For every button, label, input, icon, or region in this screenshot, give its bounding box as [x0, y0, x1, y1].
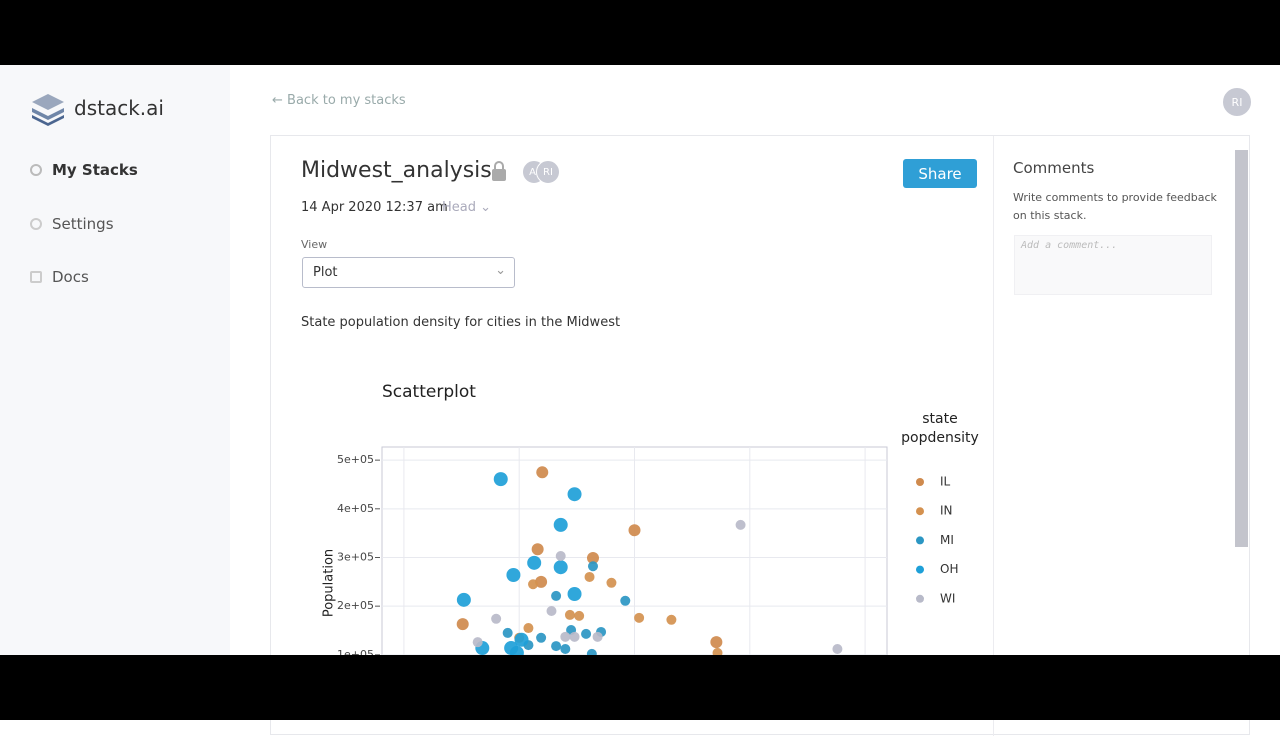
point	[560, 643, 571, 654]
user-avatar[interactable]: RI	[1222, 87, 1252, 117]
point	[567, 487, 582, 502]
point	[514, 632, 529, 647]
legend-label: MI	[940, 533, 954, 547]
nav-label[interactable]: Settings	[52, 215, 114, 233]
point	[551, 590, 562, 601]
legend-marker	[916, 594, 924, 603]
point	[666, 614, 677, 625]
letterbox-bottom	[0, 655, 1280, 720]
point	[491, 613, 502, 624]
point	[527, 555, 542, 570]
comments-hint: Write comments to provide feedback on th…	[1013, 191, 1217, 222]
nav-item[interactable]: My Stacks	[30, 161, 138, 179]
stack-title: Midwest_analysis	[301, 158, 492, 183]
nav-item[interactable]: Docs	[30, 268, 89, 286]
view-value[interactable]: Plot	[313, 265, 338, 280]
legend-label: IN	[940, 504, 953, 518]
y-tick-label: 2e+05	[337, 599, 374, 612]
point	[634, 612, 645, 623]
nav-label[interactable]: Docs	[52, 268, 89, 286]
point	[456, 618, 469, 631]
sidebar: dstack.ai My Stacks Settings Docs	[0, 0, 230, 720]
point	[531, 543, 544, 556]
point	[502, 627, 513, 638]
point	[592, 631, 603, 642]
point	[586, 551, 599, 564]
legend-marker	[916, 507, 924, 516]
view-label: View	[301, 238, 328, 251]
comments-title: Comments	[1013, 159, 1095, 177]
legend-label: IL	[940, 475, 951, 489]
member-avatar[interactable]: RI	[536, 160, 560, 184]
stack-date: 14 Apr 2020 12:37 am	[301, 200, 448, 215]
point	[551, 641, 562, 652]
point	[536, 632, 547, 643]
y-axis-label: Population	[322, 549, 337, 617]
point	[528, 579, 539, 590]
y-tick-label: 5e+05	[337, 453, 374, 466]
point	[535, 575, 548, 588]
back-text[interactable]: Back to my stacks	[287, 93, 406, 108]
point	[710, 636, 723, 649]
point	[584, 571, 595, 582]
point	[553, 560, 568, 575]
point	[472, 637, 483, 648]
scrollbar[interactable]	[1235, 150, 1248, 547]
brand[interactable]: dstack.ai	[74, 96, 164, 120]
point	[628, 524, 641, 537]
revision[interactable]: Head ⌄	[442, 200, 492, 215]
legend: IL IN MI OH WI	[916, 475, 958, 605]
point	[569, 631, 580, 642]
legend-label: WI	[940, 591, 955, 605]
point	[832, 643, 843, 654]
lock-icon	[492, 161, 506, 181]
point	[493, 472, 508, 487]
point	[567, 586, 582, 601]
point	[553, 517, 568, 532]
legend-label: OH	[940, 562, 958, 576]
y-tick-label: 4e+05	[337, 502, 374, 515]
point	[504, 641, 519, 656]
point	[506, 568, 521, 583]
legend-marker	[916, 478, 924, 486]
chart-title: Scatterplot	[382, 382, 476, 402]
point	[555, 551, 566, 562]
point	[523, 623, 534, 634]
legend-title: state popdensity	[901, 411, 979, 446]
points	[456, 466, 843, 660]
nav-label[interactable]: My Stacks	[52, 161, 138, 179]
point	[560, 631, 571, 642]
back-link[interactable]: ← Back to my stacks	[272, 93, 406, 108]
view-select[interactable]: Plot ⌄	[302, 257, 515, 288]
point	[536, 466, 549, 479]
point	[581, 628, 592, 639]
point	[574, 610, 585, 621]
point	[735, 519, 746, 530]
point	[620, 595, 631, 606]
legend-marker	[916, 565, 924, 574]
divider	[993, 136, 994, 736]
point	[546, 606, 557, 617]
point	[564, 609, 575, 620]
scatter-chart: Scatterplot Population 1e+052e+053e+054e…	[322, 382, 958, 708]
letterbox-top	[0, 0, 1280, 65]
point	[587, 561, 598, 572]
point	[456, 592, 471, 607]
y-tick-label: 3e+05	[337, 550, 374, 563]
nav-item[interactable]: Settings	[30, 215, 114, 233]
logo	[32, 94, 64, 126]
comment-input[interactable]: Add a comment...	[1014, 235, 1212, 295]
share-button[interactable]: Share	[903, 159, 977, 188]
revision-text[interactable]: Head	[442, 200, 476, 215]
description: State population density for cities in t…	[301, 315, 621, 330]
point	[606, 577, 617, 588]
legend-marker	[916, 536, 924, 545]
